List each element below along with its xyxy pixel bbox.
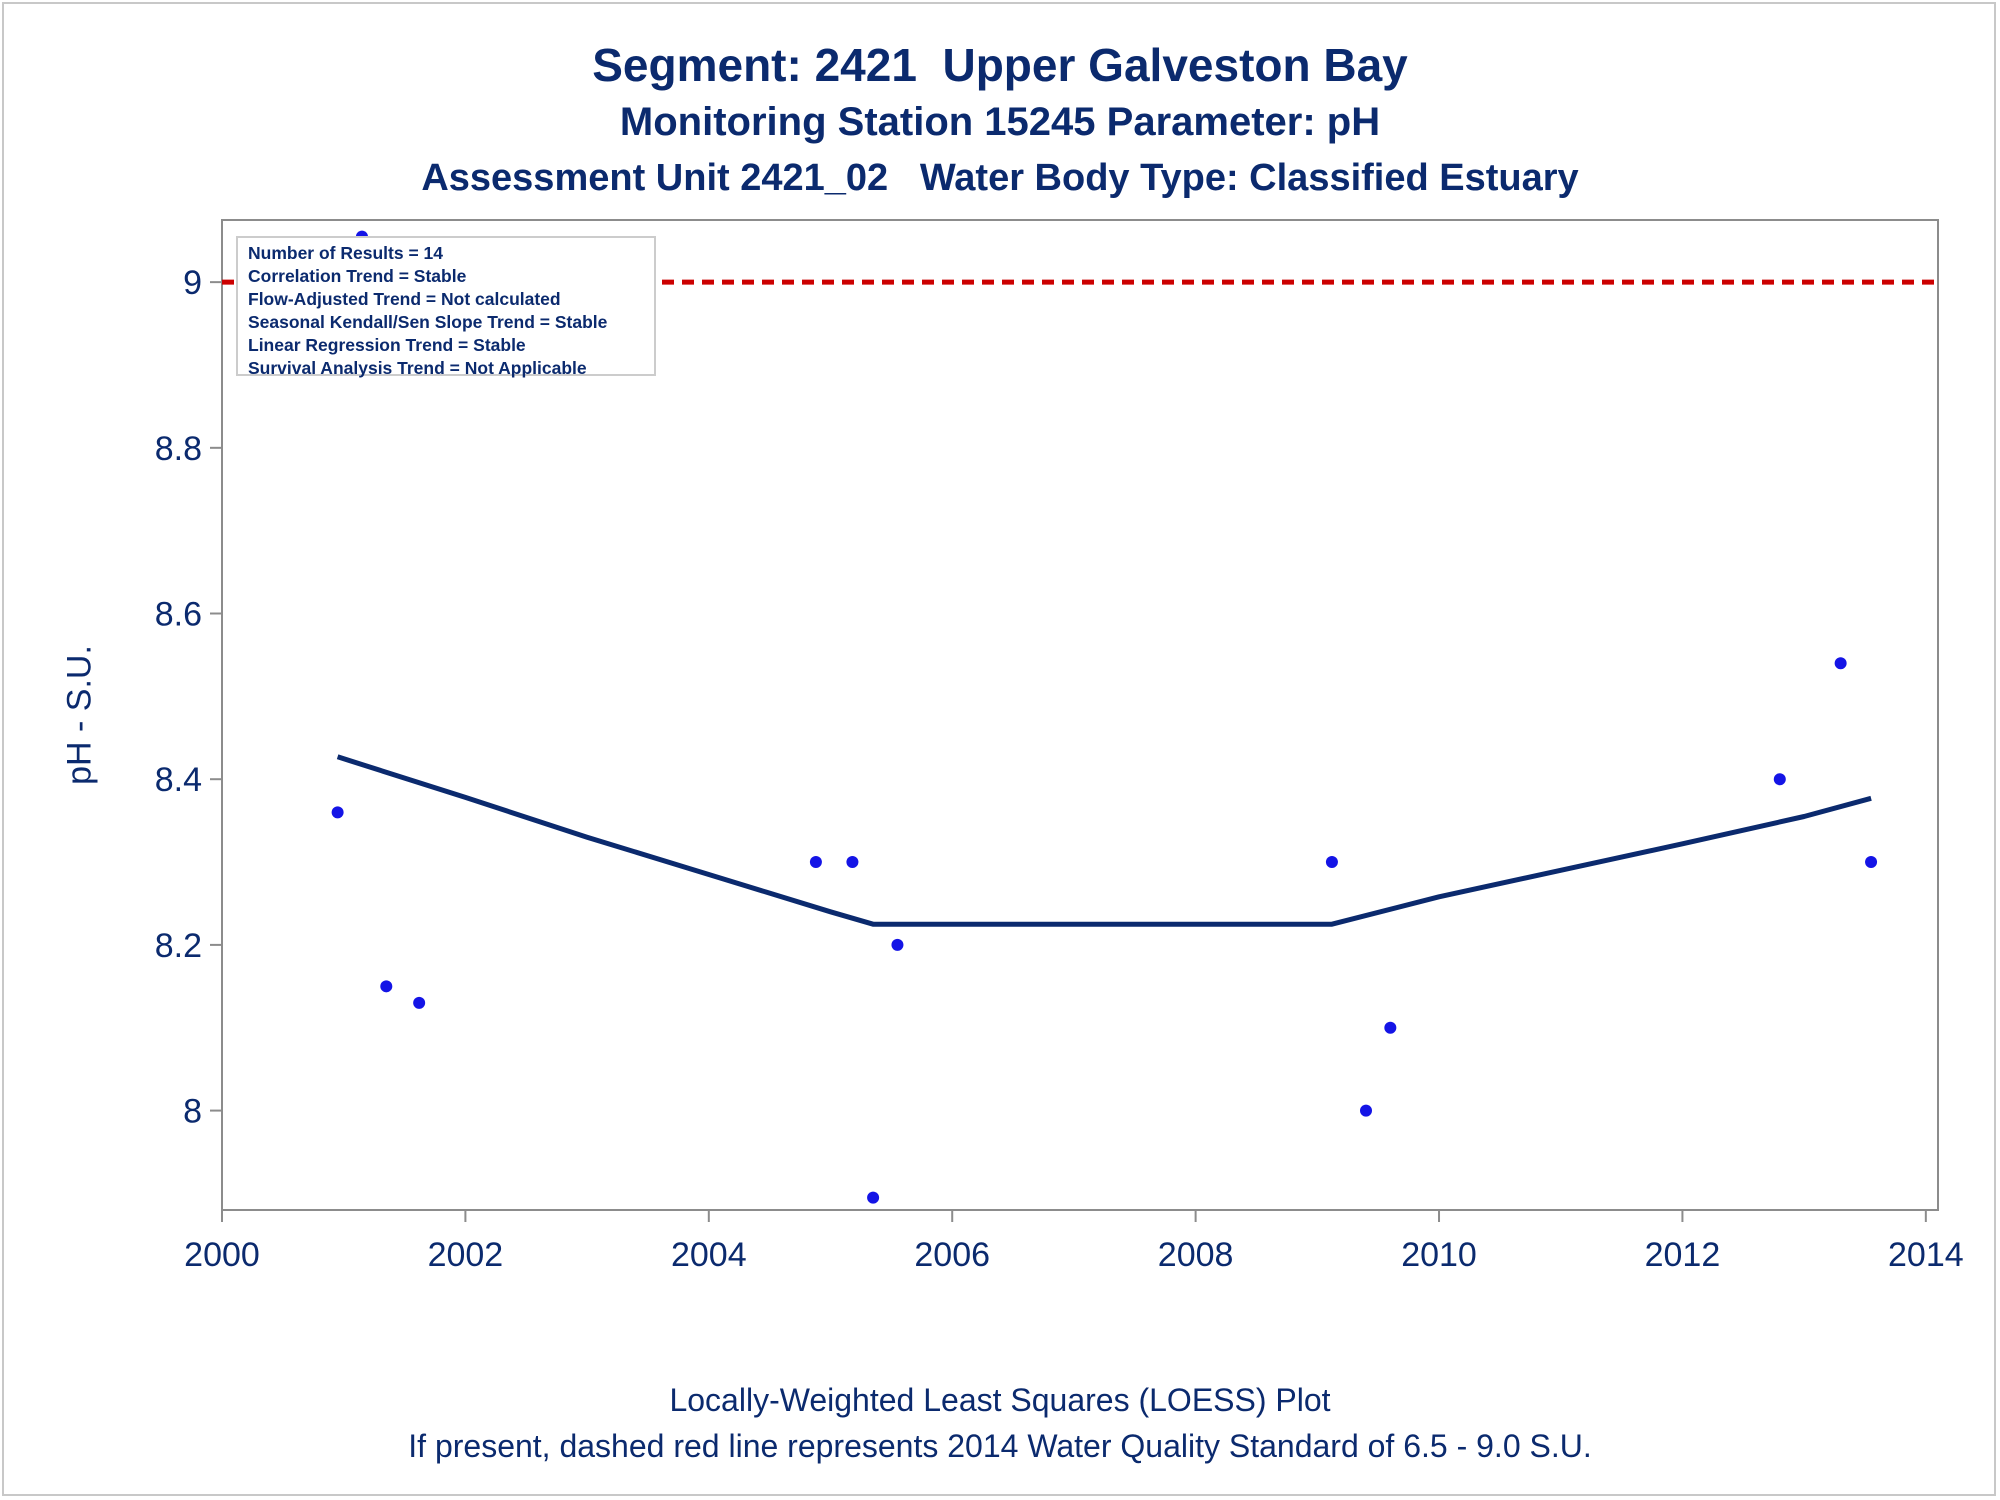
stat-line: Flow-Adjusted Trend = Not calculated — [248, 289, 561, 309]
chart-subtitle: Monitoring Station 15245 Parameter: pH — [619, 100, 1381, 144]
chart-title: Segment: 2421 Upper Galveston Bay — [592, 39, 1408, 91]
data-point — [891, 938, 904, 951]
data-point — [1325, 856, 1338, 869]
stat-line: Number of Results = 14 — [248, 243, 443, 263]
data-point — [867, 1191, 880, 1204]
trend-stats-box: Number of Results = 14 Correlation Trend… — [236, 236, 656, 378]
x-tick-label: 2002 — [428, 1236, 504, 1274]
footnote-plot-type: Locally-Weighted Least Squares (LOESS) P… — [669, 1382, 1331, 1418]
x-tick-label: 2004 — [671, 1236, 747, 1274]
data-point — [1360, 1104, 1372, 1117]
footnote-standard: If present, dashed red line represents 2… — [408, 1428, 1592, 1464]
data-point — [809, 856, 822, 869]
data-point — [1384, 1021, 1397, 1034]
y-tick-label: 8.2 — [155, 927, 202, 965]
y-tick-label: 8.8 — [155, 430, 202, 468]
data-point — [846, 856, 859, 869]
y-tick-label: 9 — [183, 264, 202, 302]
data-point — [380, 980, 393, 993]
x-tick-label: 2014 — [1888, 1236, 1964, 1274]
x-tick-label: 2008 — [1158, 1236, 1234, 1274]
data-point — [1865, 856, 1878, 869]
y-tick-label: 8 — [183, 1093, 202, 1131]
stat-line: Survival Analysis Trend = Not Applicable — [248, 358, 587, 378]
x-tick-label: 2006 — [914, 1236, 990, 1274]
loess-curve — [336, 754, 1872, 927]
y-tick-label: 8.4 — [155, 761, 202, 799]
x-tick-label: 2000 — [184, 1236, 260, 1274]
stat-line: Linear Regression Trend = Stable — [248, 335, 526, 355]
chart-subtitle-2: Assessment Unit 2421_02 Water Body Type:… — [421, 157, 1579, 199]
stat-line: Correlation Trend = Stable — [248, 266, 467, 286]
data-point — [413, 996, 426, 1009]
data-point — [1834, 657, 1847, 670]
x-tick-label: 2012 — [1645, 1236, 1721, 1274]
data-point — [331, 806, 344, 819]
x-tick-label: 2010 — [1401, 1236, 1477, 1274]
stat-line: Seasonal Kendall/Sen Slope Trend = Stabl… — [248, 312, 608, 332]
data-point — [1773, 773, 1786, 786]
y-tick-label: 8.6 — [155, 596, 202, 634]
plot-area-border — [221, 219, 1939, 1211]
